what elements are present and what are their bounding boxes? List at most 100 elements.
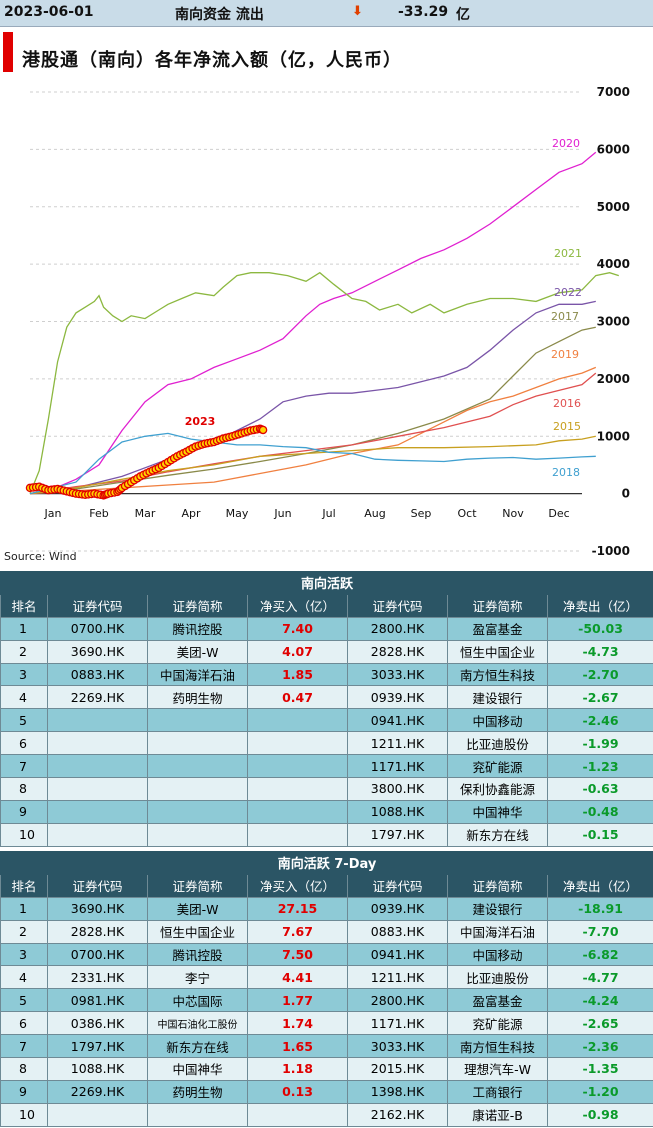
series-line-2018: [29, 432, 596, 495]
table-cell: [47, 1102, 148, 1127]
table-cell: 6: [0, 1011, 48, 1036]
column-header: 净买入（亿）: [247, 593, 348, 618]
table-cell: 4.41: [247, 965, 348, 990]
table-row: 3 0700.HK 腾讯控股 7.50 0941.HK 中国移动 -6.82: [0, 942, 653, 967]
x-tick-label: Jul: [321, 507, 335, 520]
table-cell: 中国移动: [447, 942, 548, 967]
series-label-2022: 2022: [554, 286, 582, 299]
table-cell: 2269.HK: [47, 1079, 148, 1104]
y-tick-label: 4000: [597, 257, 630, 271]
table-cell: 中芯国际: [147, 988, 248, 1013]
table-cell: 1.18: [247, 1057, 348, 1081]
series-label-2020: 2020: [552, 137, 580, 150]
table-cell: 南方恒生科技: [447, 662, 548, 687]
header-date: 2023-06-01: [4, 4, 94, 20]
table-row: 5 0941.HK 中国移动 -2.46: [0, 708, 653, 733]
table-cell: 3690.HK: [47, 896, 148, 921]
series-line-2016: [29, 372, 597, 495]
series-line-2021: [29, 271, 619, 494]
table-title: 南向活跃: [0, 571, 653, 595]
table-cell: 4: [0, 965, 48, 990]
table-cell: 理想汽车-W: [447, 1057, 548, 1081]
table-cell: 0700.HK: [47, 942, 148, 967]
series-label-2021: 2021: [554, 247, 582, 260]
table-cell: 1.74: [247, 1011, 348, 1036]
table-row: 9 2269.HK 药明生物 0.13 1398.HK 工商银行 -1.20: [0, 1079, 653, 1104]
table-cell: [147, 754, 248, 779]
table-cell: 0941.HK: [347, 942, 448, 967]
x-tick-label: Mar: [135, 507, 156, 520]
table-row: 2 3690.HK 美团-W 4.07 2828.HK 恒生中国企业 -4.73: [0, 639, 653, 664]
table-cell: 0.47: [247, 685, 348, 710]
header-label: 南向资金 流出: [175, 7, 264, 23]
table-title-row: 南向活跃: [0, 571, 653, 595]
table-cell: 新东方在线: [447, 822, 548, 847]
table-cell: [147, 708, 248, 733]
table-cell: 1398.HK: [347, 1079, 448, 1104]
table-cell: -1.20: [546, 1079, 653, 1104]
y-tick-label: 3000: [597, 315, 630, 329]
table-cell: 1171.HK: [347, 754, 448, 779]
table-cell: [47, 754, 148, 779]
table-cell: 建设银行: [447, 685, 548, 710]
table-row: 8 1088.HK 中国神华 1.18 2015.HK 理想汽车-W -1.35: [0, 1057, 653, 1081]
series-point-2023: [258, 425, 268, 435]
y-tick-label: 1000: [597, 429, 630, 443]
table-cell: 1171.HK: [347, 1011, 448, 1036]
table-row: 9 1088.HK 中国神华 -0.48: [0, 799, 653, 824]
series-line-2019: [29, 366, 597, 495]
table-cell: 0941.HK: [347, 708, 448, 733]
table-cell: 美团-W: [147, 639, 248, 664]
table-cell: 康诺亚-B: [447, 1102, 548, 1127]
table-cell: 新东方在线: [147, 1034, 248, 1059]
table-cell: 8: [0, 1057, 48, 1081]
table-cell: 7.67: [247, 919, 348, 944]
table-cell: -0.98: [546, 1102, 653, 1127]
table-cell: 药明生物: [147, 1079, 248, 1104]
table-cell: 1.77: [247, 988, 348, 1013]
active-table: 南向活跃 排名 证券代码 证券简称 净买入（亿） 证券代码 证券简称 净卖出（亿） 1 0700.…: [0, 571, 653, 847]
table-cell: 9: [0, 799, 48, 824]
table-cell: -1.35: [546, 1057, 653, 1081]
table-cell: 10: [0, 1102, 48, 1127]
table-row: 2 2828.HK 恒生中国企业 7.67 0883.HK 中国海洋石油 -7.70: [0, 919, 653, 944]
table-cell: 中国石油化工股份: [147, 1011, 248, 1036]
table-title: 南向活跃 7-Day: [0, 851, 653, 875]
x-tick-label: Oct: [457, 507, 477, 520]
table-cell: 0386.HK: [47, 1011, 148, 1036]
table-cell: -6.82: [546, 942, 653, 967]
table-row: 1 3690.HK 美团-W 27.15 0939.HK 建设银行 -18.91: [0, 896, 653, 921]
table-cell: 李宁: [147, 965, 248, 990]
table-cell: 0981.HK: [47, 988, 148, 1013]
column-header: 证券简称: [447, 593, 548, 618]
table-cell: [247, 777, 348, 801]
table-cell: 7.40: [247, 616, 348, 641]
column-header: 证券简称: [447, 873, 548, 898]
line-chart: 7000 6000 5000 4000 3000 2000 1000 0 -1000 Jan Feb…: [25, 85, 630, 558]
table-cell: 2828.HK: [47, 919, 148, 944]
table-cell: 1797.HK: [47, 1034, 148, 1059]
table-cell: 美团-W: [147, 896, 248, 921]
table-cell: 1.65: [247, 1034, 348, 1059]
table-row: 7 1797.HK 新东方在线 1.65 3033.HK 南方恒生科技 -2.36: [0, 1034, 653, 1059]
source-note: Source: Wind: [4, 550, 77, 563]
table-header-row: 排名 证券代码 证券简称 净买入（亿） 证券代码 证券简称 净卖出（亿）: [0, 873, 653, 898]
table-cell: 2: [0, 919, 48, 944]
table-cell: [247, 799, 348, 824]
table-cell: [47, 822, 148, 847]
table-cell: 恒生中国企业: [147, 919, 248, 944]
table-cell: 4.07: [247, 639, 348, 664]
table-row: 6 0386.HK 中国石油化工股份 1.74 1171.HK 兖矿能源 -2.65: [0, 1011, 653, 1036]
table-cell: 1.85: [247, 662, 348, 687]
column-header: 排名: [0, 873, 48, 898]
table-cell: -2.65: [546, 1011, 653, 1036]
table-cell: [47, 777, 148, 801]
table-cell: 中国神华: [447, 799, 548, 824]
series-label-2017: 2017: [551, 310, 579, 323]
table-cell: 中国神华: [147, 1057, 248, 1081]
table-cell: -50.03: [546, 616, 653, 641]
table-cell: -2.70: [546, 662, 653, 687]
table-cell: 3: [0, 662, 48, 687]
table-cell: 工商银行: [447, 1079, 548, 1104]
series-label-2015: 2015: [553, 420, 581, 433]
